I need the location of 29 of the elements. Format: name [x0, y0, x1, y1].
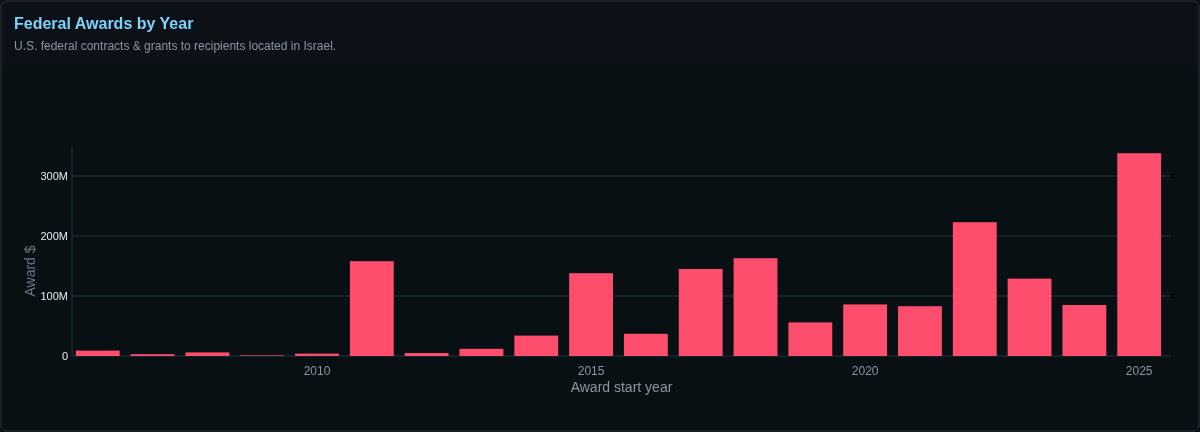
- y-tick-label: 0: [61, 349, 68, 362]
- bar: [185, 352, 230, 356]
- x-tick-label: 2010: [303, 364, 331, 379]
- x-tick-label: 2025: [1125, 364, 1153, 379]
- bar: [459, 348, 504, 356]
- bar: [1062, 305, 1107, 356]
- bar: [1007, 278, 1052, 356]
- y-tick-label: 300M: [40, 169, 68, 182]
- bar: [952, 222, 997, 356]
- y-tick-label: 100M: [40, 289, 68, 302]
- chart-subtitle: U.S. federal contracts & grants to recipients located in Israel.: [14, 39, 337, 53]
- bar: [733, 258, 778, 356]
- bar: [349, 261, 394, 356]
- bar: [898, 306, 942, 356]
- x-axis-title: Award start year: [570, 379, 673, 395]
- bar: [404, 353, 449, 356]
- bar: [75, 350, 120, 356]
- y-tick-label: 200M: [40, 229, 68, 242]
- y-axis-title: Award $: [22, 245, 38, 297]
- bar: [514, 335, 559, 356]
- bar: [1117, 153, 1162, 356]
- x-tick-label: 2020: [851, 364, 879, 379]
- bar: [678, 269, 723, 356]
- bar: [623, 333, 668, 356]
- bar: [569, 273, 613, 356]
- bar: [843, 304, 888, 356]
- bar: [788, 322, 833, 356]
- x-tick-label: 2015: [577, 364, 605, 379]
- chart-title: Federal Awards by Year: [14, 15, 194, 32]
